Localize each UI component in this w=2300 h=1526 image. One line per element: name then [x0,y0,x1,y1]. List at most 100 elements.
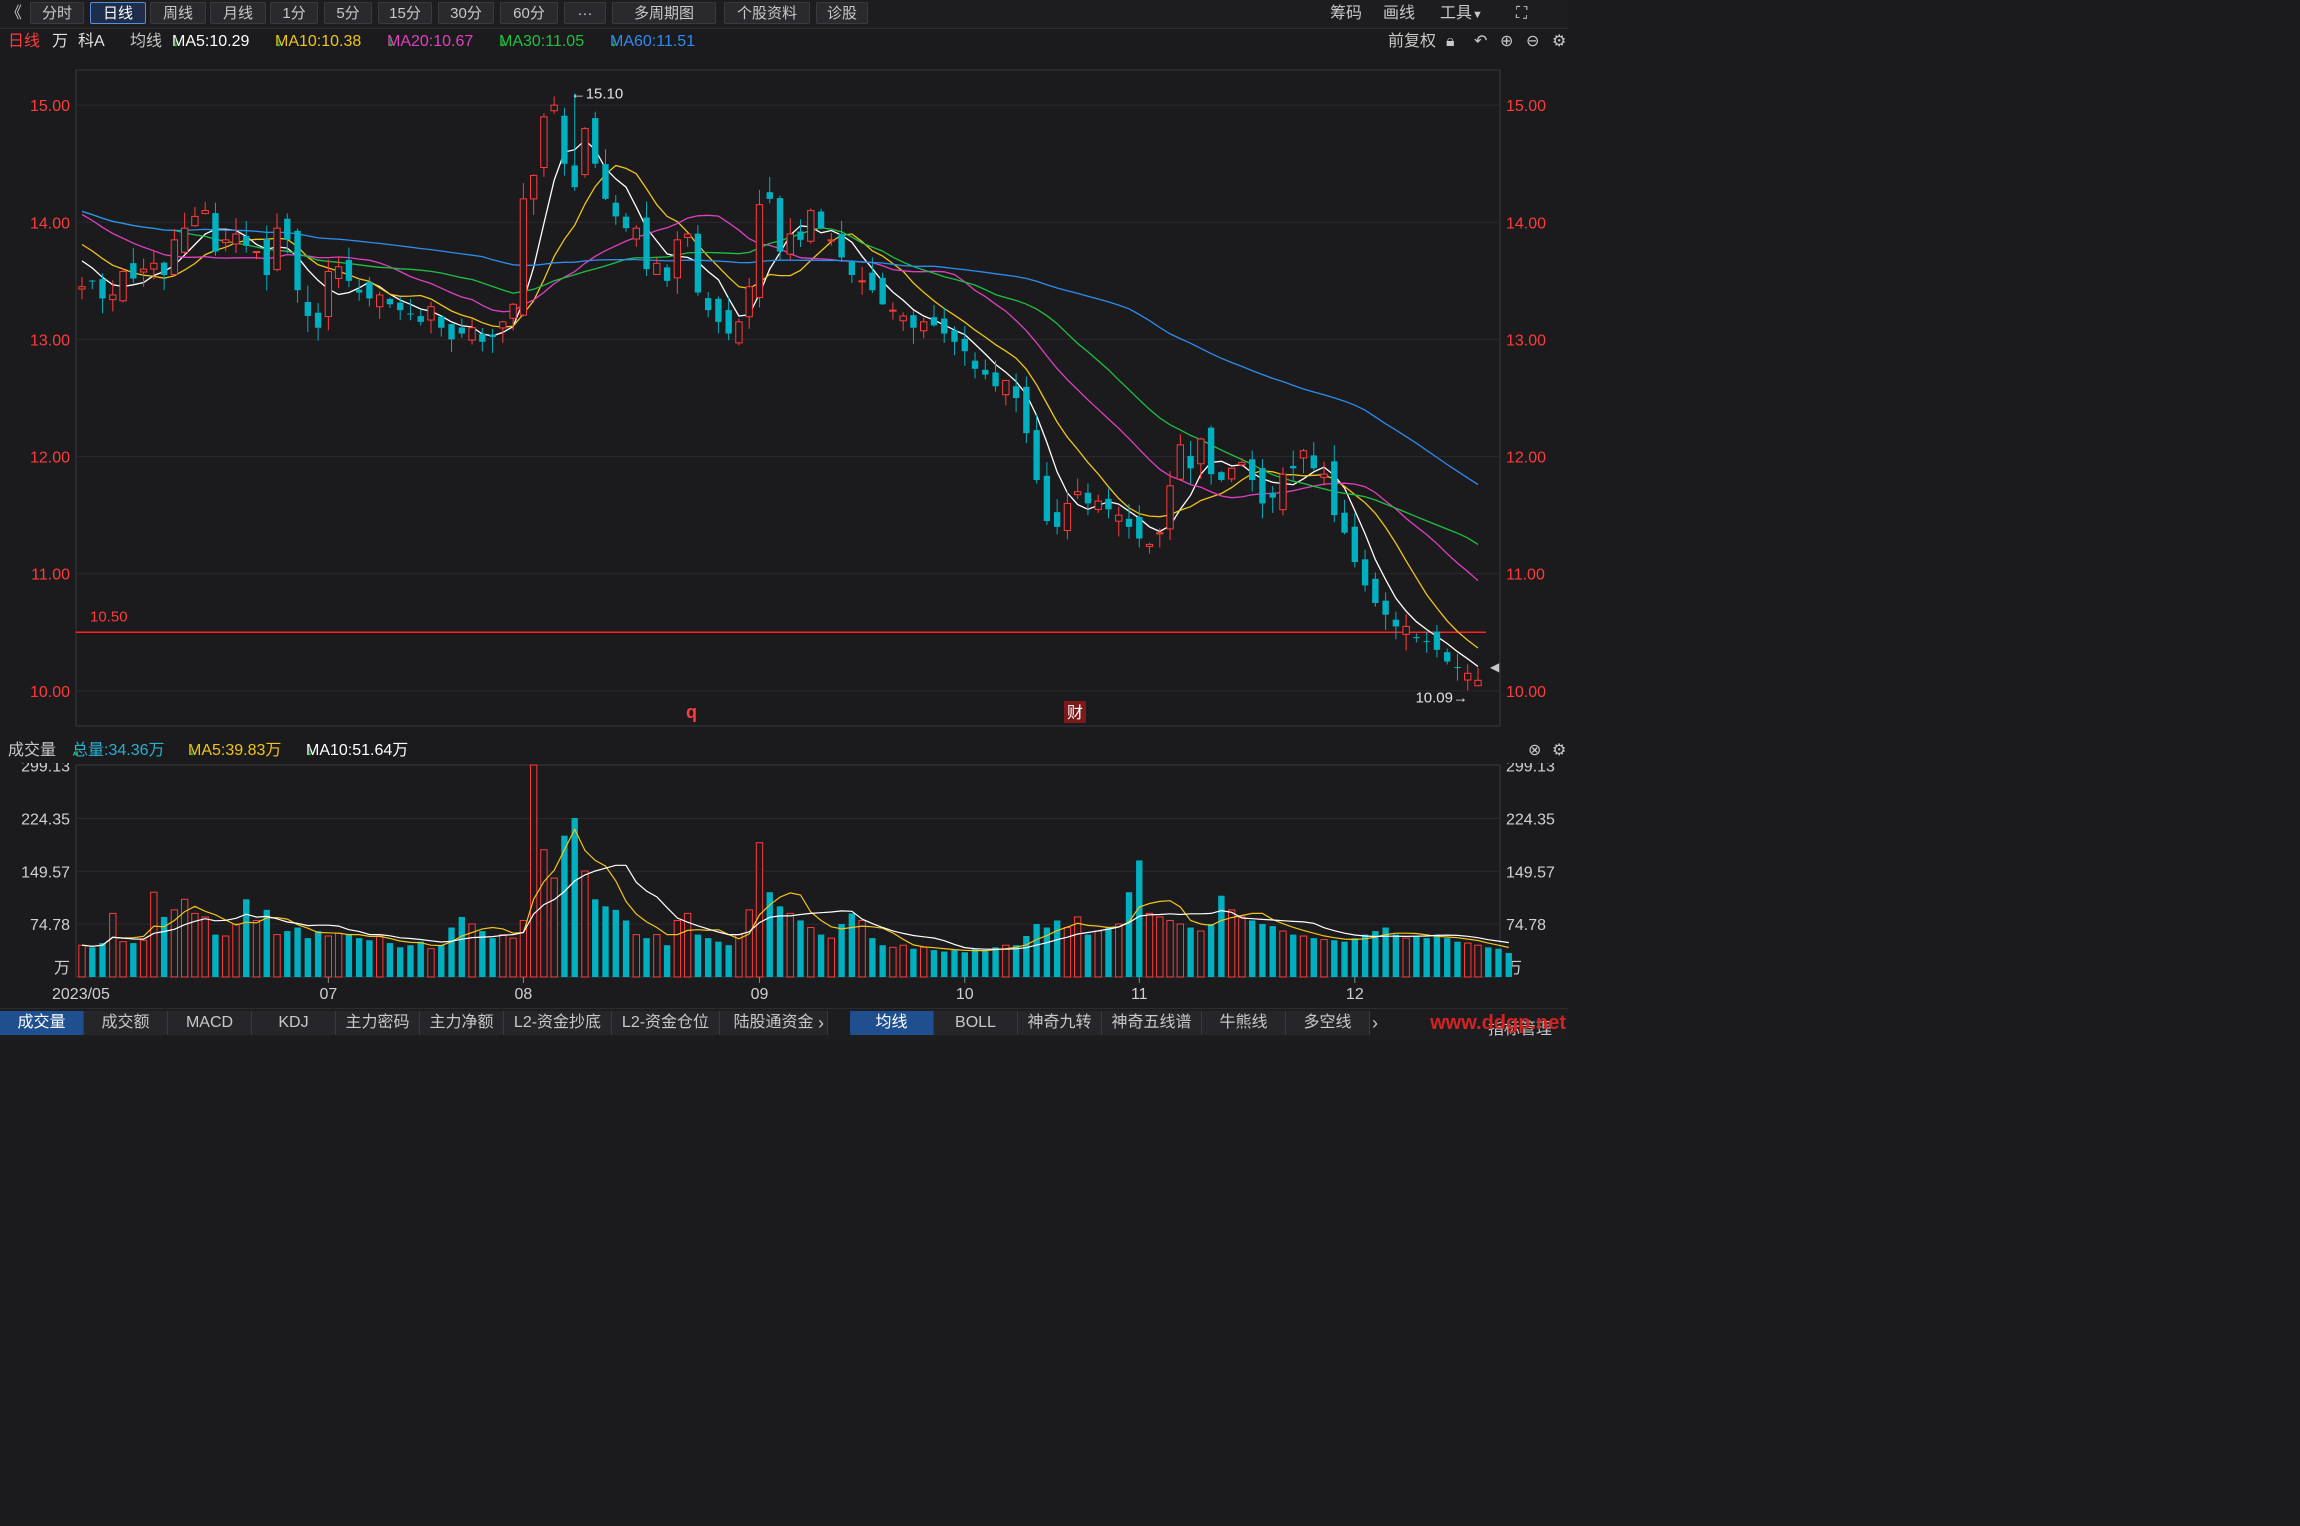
indicator-tab-7[interactable]: L2-资金仓位 [612,1011,720,1035]
tab-period-7[interactable]: 30分 [438,2,494,24]
volume-bar [1012,945,1020,977]
indicator-tab-5[interactable]: 主力净额 [420,1011,504,1035]
tab-period-5[interactable]: 5分 [324,2,372,24]
draw-line-button[interactable]: 画线 [1383,5,1416,22]
candle [1073,478,1082,499]
tab-period-8[interactable]: 60分 [500,2,558,24]
indicator-tab-8[interactable]: 陆股通资金 [720,1011,828,1035]
candle [1156,528,1164,548]
tab-period-3[interactable]: 月线 [210,2,266,24]
period-label[interactable]: 日线 [8,33,41,50]
candle [838,220,845,263]
indicator-tab-1[interactable]: 成交额 [84,1011,168,1035]
ma-label[interactable]: 均线 [130,33,163,50]
tab-period-1[interactable]: 日线 [90,2,146,24]
volume-bar [540,849,548,978]
zoom-out-icon[interactable]: ⊖ [1526,33,1540,50]
tab-period-12[interactable]: 诊股 [816,2,868,24]
overlay-tab-3[interactable]: 神奇五线谱 [1102,1011,1202,1035]
settings-icon[interactable]: ⚙ [1552,742,1567,759]
candle [160,261,168,290]
y-tick-right: 13.00 [1506,332,1546,349]
volume-chart[interactable]: 299.13 299.13 224.35 224.35 149.57 149.57 74.7… [0,763,1568,1008]
watermark: www.ddgp.net [1430,1012,1566,1034]
fullscreen-icon[interactable]: ⛶ [1516,5,1528,22]
double-chevron-left-icon[interactable]: 《 [6,5,23,22]
tab-period-2[interactable]: 周线 [150,2,206,24]
chevron-right-icon[interactable]: › [1372,1013,1378,1033]
volume-bar [827,937,836,978]
candle [879,272,886,305]
overlay-tab-1[interactable]: BOLL [934,1011,1018,1035]
volume-bar [930,950,938,977]
down-arrow-icon: ↓ [188,742,196,759]
candle [992,360,999,392]
volume-bar [992,947,999,977]
candle [407,298,414,321]
tools-menu-button[interactable]: 工具▼ [1440,3,1483,25]
tab-period-4[interactable]: 1分 [270,2,318,24]
volume-bar [910,948,917,977]
volume-label[interactable]: 成交量 [8,742,57,759]
candle [561,107,568,176]
candle [180,212,189,255]
tab-period-6[interactable]: 15分 [378,2,432,24]
overlay-tab-4[interactable]: 牛熊线 [1202,1011,1286,1035]
unit-label[interactable]: 万 [52,33,69,50]
candle [89,279,96,290]
candle [1402,614,1410,651]
settings-icon[interactable]: ⚙ [1552,33,1567,50]
candle [324,259,333,331]
down-arrow-icon: ↓ [306,742,314,759]
tab-period-10[interactable]: 多周期图 [612,2,716,24]
overlay-tab-5[interactable]: 多空线 [1286,1011,1370,1035]
indicator-tab-0[interactable]: 成交量 [0,1011,84,1035]
candle [745,277,753,329]
volume-bar [1402,937,1410,978]
volume-bar [1115,923,1123,978]
volume-bar [232,923,240,978]
lock-icon[interactable]: 🔒︎ [1446,33,1455,50]
volume-bar [1341,941,1348,977]
volume-ma5-text: MA5:39.83万 [188,742,282,759]
chip-distribution-button[interactable]: 筹码 [1330,5,1363,22]
volume-bar [252,919,261,978]
volume-bar [755,842,764,978]
volume-bar [786,912,794,978]
zoom-in-icon[interactable]: ⊕ [1500,33,1514,50]
volume-bar [776,906,784,977]
overlay-tab-0[interactable]: 均线 [850,1011,934,1035]
indicator-tab-4[interactable]: 主力密码 [336,1011,420,1035]
candle [1454,653,1461,681]
volume-bar [632,934,640,978]
candle [910,310,917,345]
candle [1115,506,1123,537]
kline-chart[interactable]: 15.00 14.00 13.00 12.00 11.00 10.00 15.00 14.0… [0,56,1568,736]
candle [1248,450,1256,492]
candle [786,218,794,260]
ma30-line [81,210,1479,545]
chevron-right-icon[interactable]: › [818,1013,824,1033]
volume-bar [663,945,671,977]
candle [673,231,682,294]
volume-bar [1136,860,1143,977]
tab-period-0[interactable]: 分时 [30,2,84,24]
overlay-tab-2[interactable]: 神奇九转 [1018,1011,1102,1035]
tab-period-11[interactable]: 个股资料 [724,2,810,24]
volume-bar [1248,920,1256,977]
ma60-text: MA60:11.51 [610,33,696,50]
indicator-manage-button[interactable]: 指标管理 [1488,1021,1553,1038]
volume-bar [745,909,753,978]
candle [345,247,353,288]
indicator-tab-3[interactable]: KDJ [252,1011,336,1035]
candle [1187,441,1194,484]
indicator-tab-6[interactable]: L2-资金抄底 [504,1011,612,1035]
tab-period-9[interactable]: ··· [564,2,606,24]
close-icon[interactable]: ⊗ [1528,742,1542,759]
stock-name: 科A [78,33,105,50]
undo-icon[interactable]: ↶ [1474,33,1488,50]
indicator-tab-2[interactable]: MACD [168,1011,252,1035]
volume-bar [848,913,856,977]
candle [1392,611,1400,640]
adjust-button[interactable]: 前复权 [1388,33,1437,50]
